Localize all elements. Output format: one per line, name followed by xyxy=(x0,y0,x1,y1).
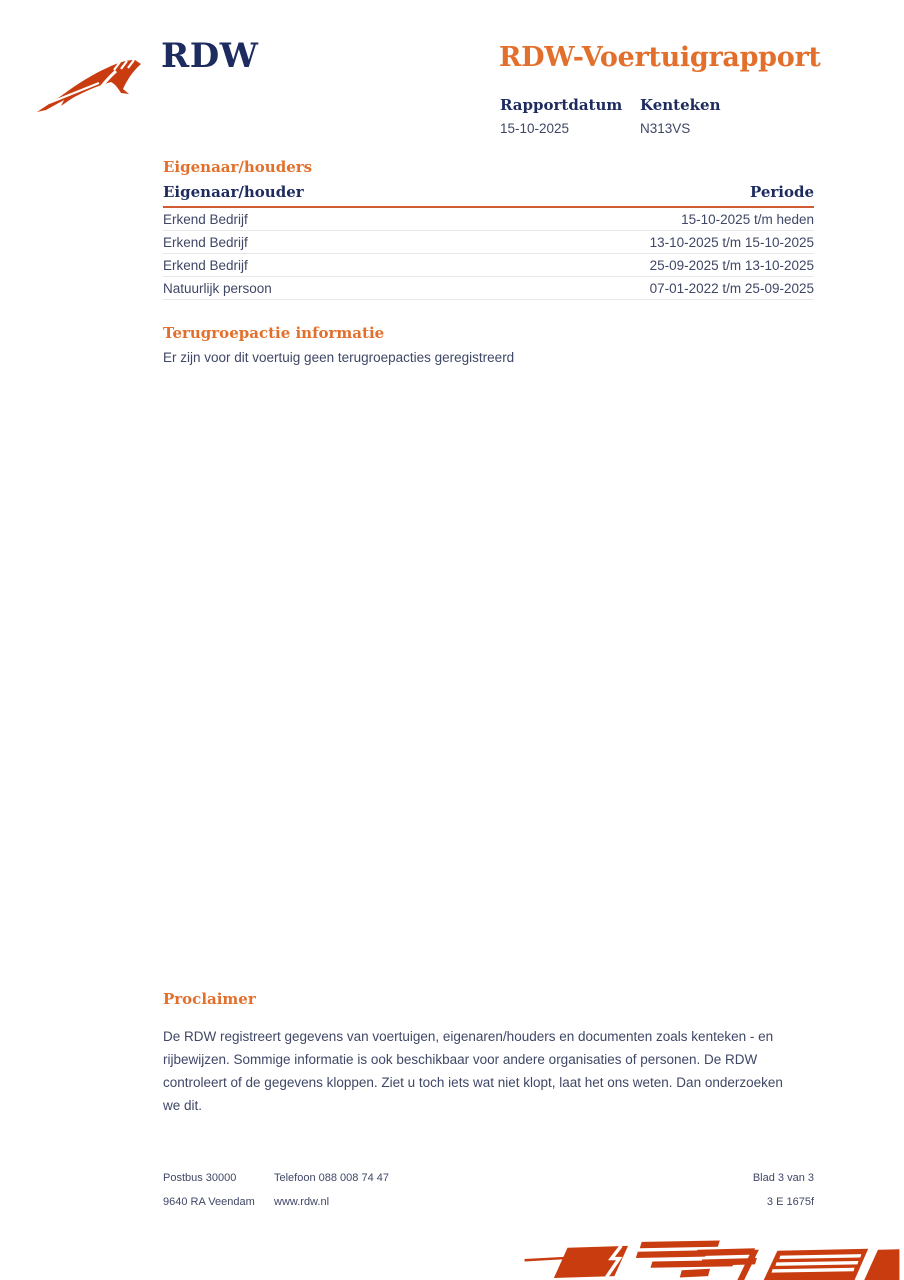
table-row: Erkend Bedrijf 25-09-2025 t/m 13-10-2025 xyxy=(163,254,814,277)
table-row: Natuurlijk persoon 07-01-2022 t/m 25-09-… xyxy=(163,277,814,300)
table-row: Erkend Bedrijf 15-10-2025 t/m heden xyxy=(163,208,814,231)
table-row: Erkend Bedrijf 13-10-2025 t/m 15-10-2025 xyxy=(163,231,814,254)
footer-phone: Telefoon 088 008 74 47 xyxy=(274,1172,389,1184)
proclaimer-section-heading: Proclaimer xyxy=(163,990,256,1008)
recall-section-heading: Terugroepactie informatie xyxy=(163,324,385,342)
owner-cell: Erkend Bedrijf xyxy=(163,212,248,227)
meta-value-rapportdatum: 15-10-2025 xyxy=(500,121,570,136)
meta-value-kenteken: N313VS xyxy=(640,121,691,136)
report-meta: Rapportdatum 15-10-2025 Kenteken N313VS xyxy=(500,96,780,136)
footer-postbus: Postbus 30000 xyxy=(163,1172,237,1184)
footer-doc-code: 3 E 1675f xyxy=(766,1196,814,1208)
proclaimer-section-text: De RDW registreert gegevens van voertuig… xyxy=(163,1029,783,1113)
owners-section: Eigenaar/houders Eigenaar/houder Periode… xyxy=(163,158,814,300)
owner-cell: Erkend Bedrijf xyxy=(163,235,248,250)
meta-kenteken: Kenteken N313VS xyxy=(640,96,780,136)
period-cell: 25-09-2025 t/m 13-10-2025 xyxy=(649,258,814,273)
owner-cell: Erkend Bedrijf xyxy=(163,258,248,273)
owners-section-heading: Eigenaar/houders xyxy=(163,158,313,176)
recall-section: Terugroepactie informatie Er zijn voor d… xyxy=(163,324,814,365)
period-cell: 13-10-2025 t/m 15-10-2025 xyxy=(649,235,814,250)
page-footer: Postbus 30000 9640 RA Veendam Telefoon 0… xyxy=(163,1170,814,1212)
column-header-owner: Eigenaar/houder xyxy=(163,183,304,201)
column-header-period: Periode xyxy=(749,183,814,201)
footer-city: 9640 RA Veendam xyxy=(163,1196,255,1208)
owners-table-header: Eigenaar/houder Periode xyxy=(163,183,814,208)
period-cell: 07-01-2022 t/m 25-09-2025 xyxy=(649,281,814,296)
footer-page-number: Blad 3 van 3 xyxy=(752,1172,814,1184)
period-cell: 15-10-2025 t/m heden xyxy=(681,212,814,227)
page-title: RDW-Voertuigrapport xyxy=(499,42,821,73)
meta-label-kenteken: Kenteken xyxy=(640,96,721,114)
owner-cell: Natuurlijk persoon xyxy=(163,281,272,296)
speed-stripes-graphic xyxy=(524,1240,900,1280)
meta-rapportdatum: Rapportdatum 15-10-2025 xyxy=(500,96,640,136)
rdw-wing-icon xyxy=(37,59,141,112)
proclaimer-section: Proclaimer De RDW registreert gegevens v… xyxy=(163,990,799,1117)
rdw-logo-text: RDW xyxy=(161,36,259,76)
meta-label-rapportdatum: Rapportdatum xyxy=(500,96,623,114)
footer-website: www.rdw.nl xyxy=(274,1196,330,1208)
recall-section-text: Er zijn voor dit voertuig geen terugroep… xyxy=(163,350,515,365)
